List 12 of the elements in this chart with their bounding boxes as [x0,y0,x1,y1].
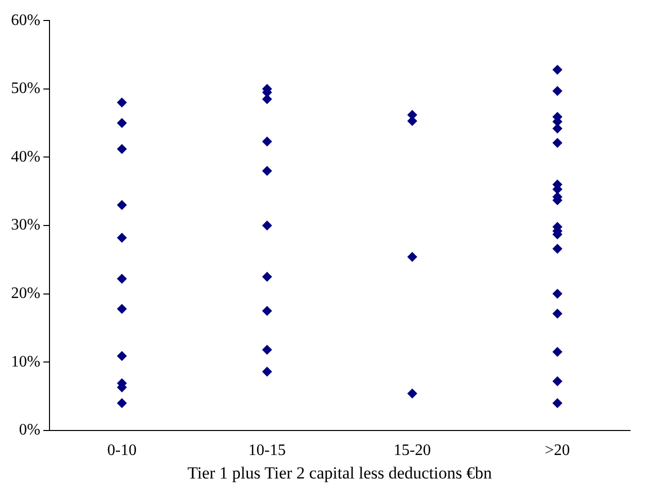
y-tick-label: 50% [11,80,40,98]
y-tick-label: 40% [11,148,40,166]
x-tick-label: 0-10 [107,442,137,460]
y-tick-label: 10% [11,353,40,370]
y-tick-label: 0% [19,422,40,439]
y-tick-label: 30% [11,216,40,234]
x-tick-label: 10-15 [248,442,286,460]
x-tick-label: >20 [544,442,570,460]
y-tick-label: 20% [11,285,40,302]
x-tick-label: 15-20 [394,442,431,460]
x-axis-title: Tier 1 plus Tier 2 capital less deductions €bn [187,463,492,482]
y-tick-label: 60% [11,12,40,29]
